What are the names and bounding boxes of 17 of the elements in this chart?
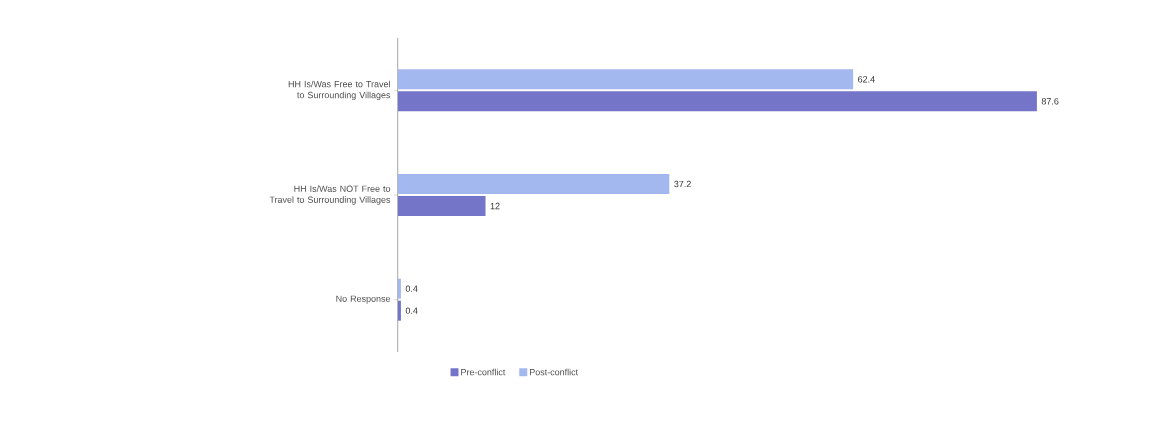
data-label: 37.2: [674, 180, 691, 188]
bar: [398, 174, 670, 195]
bar: [398, 300, 401, 321]
bar: [398, 196, 486, 216]
legend-label: Post-conflict: [529, 368, 579, 376]
y-tick-label: HH Is/Was Free to Travel to Surrounding Villages: [288, 80, 391, 100]
data-label: 87.6: [1041, 98, 1059, 105]
legend-label: Pre-conflict: [461, 368, 506, 376]
data-label: 62.4: [858, 76, 875, 83]
bar: [398, 69, 854, 90]
y-tick-label: HH Is/Was NOT Free to Travel to Surrounding Villages: [269, 185, 391, 205]
data-label: 12: [490, 202, 500, 210]
data-label: 0.4: [405, 285, 418, 292]
data-label: 0.4: [405, 307, 418, 314]
y-tick-label: No Response: [336, 295, 391, 304]
bar: [398, 278, 401, 299]
bar: [398, 91, 1037, 112]
